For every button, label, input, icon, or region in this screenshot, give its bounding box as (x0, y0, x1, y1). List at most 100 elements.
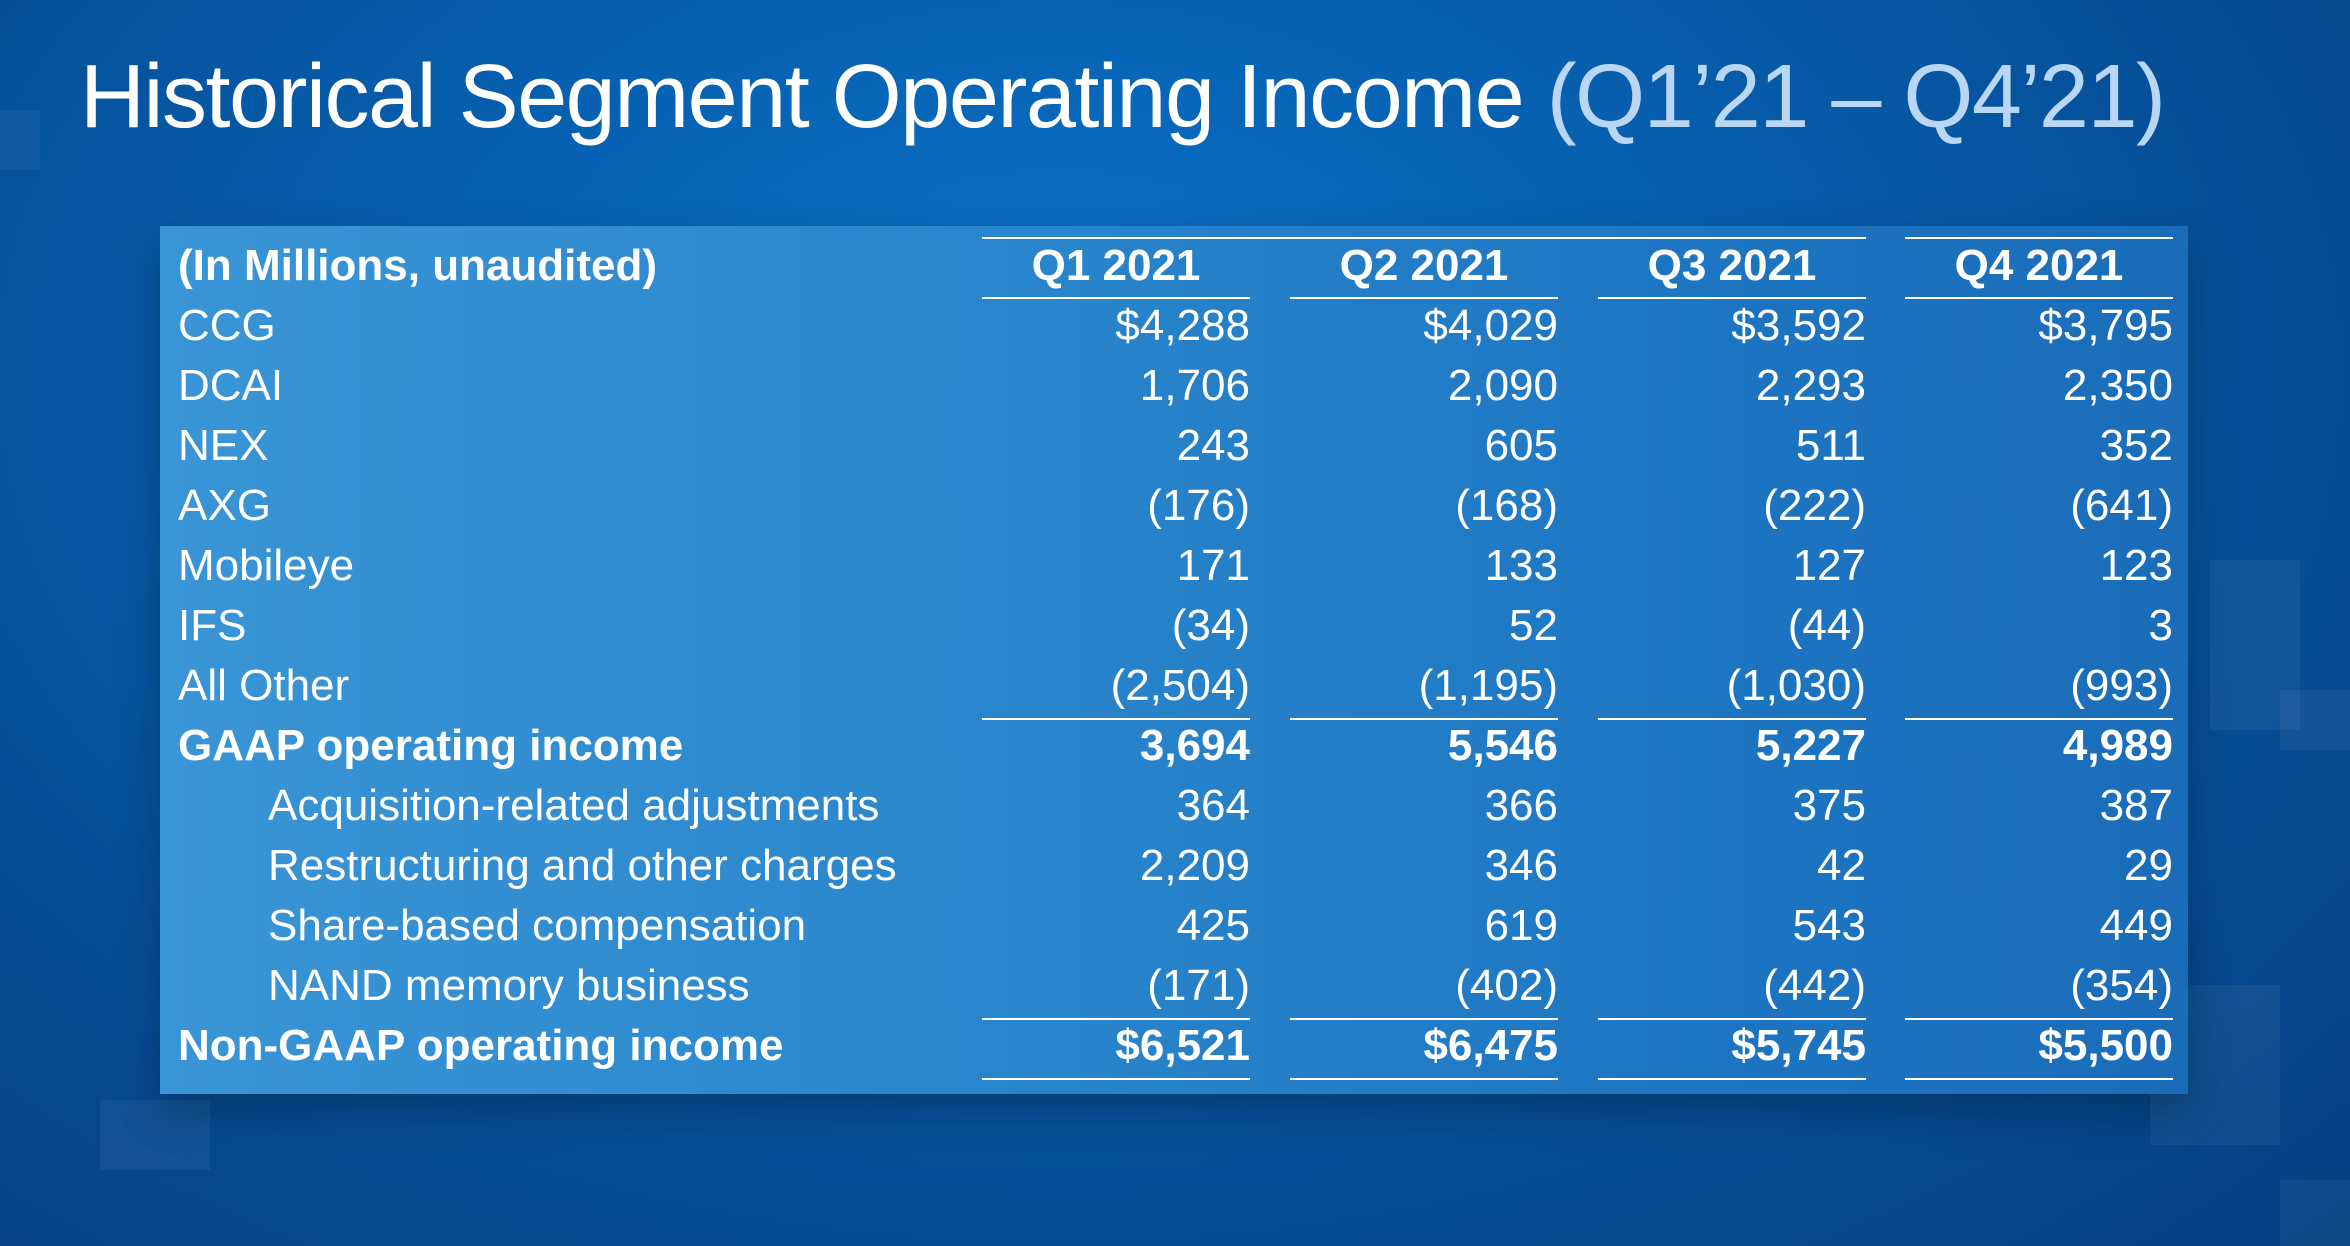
table-cell: (2,504) (1110, 661, 1250, 710)
table-cell: 352 (2099, 421, 2173, 470)
total-bottom-rule (982, 1078, 1250, 1080)
table-cell: 52 (1509, 601, 1558, 650)
table-cell: $4,029 (1423, 301, 1558, 350)
table-row-ccg: CCG $4,288 $4,029 $3,592 $3,795 (160, 296, 2188, 356)
decorative-square (0, 110, 40, 170)
header-bottom-rule (1905, 297, 2173, 299)
table-row-gaap-operating-income: GAAP operating income 3,694 5,546 5,227 … (160, 716, 2188, 776)
table-row-acquisition-adjustments: Acquisition-related adjustments 364 366 … (160, 776, 2188, 836)
table-cell: 3,694 (1139, 721, 1250, 770)
subtotal-rule (982, 718, 1250, 720)
title-main: Historical Segment Operating Income (80, 47, 1547, 147)
total-top-rule (1598, 1018, 1866, 1020)
table-cell: $3,592 (1731, 301, 1866, 350)
subtotal-rule (1598, 718, 1866, 720)
title-period: (Q1’21 – Q4’21) (1546, 47, 2166, 147)
header-bottom-rule (1598, 297, 1866, 299)
row-label: CCG (178, 301, 276, 350)
table-cell: $6,521 (1115, 1021, 1250, 1070)
table-cell: (1,030) (1726, 661, 1866, 710)
row-label: NAND memory business (268, 961, 750, 1010)
table-cell: 619 (1484, 901, 1558, 950)
table-cell: 42 (1817, 841, 1866, 890)
row-label: All Other (178, 661, 350, 710)
table-cell: 449 (2099, 901, 2173, 950)
table-cell: 511 (1795, 421, 1866, 470)
table-cell: 375 (1792, 781, 1866, 830)
table-cell: (222) (1763, 481, 1866, 530)
table-row-non-gaap-operating-income: Non-GAAP operating income $6,521 $6,475 … (160, 1016, 2188, 1076)
table-cell: 5,227 (1755, 721, 1866, 770)
decorative-square (2280, 1180, 2350, 1246)
table-row-axg: AXG (176) (168) (222) (641) (160, 476, 2188, 536)
row-label: GAAP operating income (178, 721, 684, 770)
table-cell: (171) (1147, 961, 1250, 1010)
decorative-square (2210, 560, 2300, 730)
total-top-rule (982, 1018, 1250, 1020)
header-bottom-rule (1290, 297, 1558, 299)
unit-label: (In Millions, unaudited) (178, 241, 658, 290)
header-top-rule (1905, 237, 2173, 239)
table-cell: 366 (1484, 781, 1558, 830)
table-row-nex: NEX 243 605 511 352 (160, 416, 2188, 476)
row-label: DCAI (178, 361, 284, 410)
table-cell: 5,546 (1447, 721, 1558, 770)
row-label: Mobileye (178, 541, 355, 590)
table-cell: 346 (1484, 841, 1558, 890)
table-row-ifs: IFS (34) 52 (44) 3 (160, 596, 2188, 656)
total-top-rule (1905, 1018, 2173, 1020)
table-cell: 29 (2124, 841, 2173, 890)
row-label: Restructuring and other charges (268, 841, 897, 890)
table-cell: 133 (1484, 541, 1558, 590)
total-bottom-rule (1290, 1078, 1558, 1080)
table-cell: (993) (2070, 661, 2173, 710)
subtotal-rule (1290, 718, 1558, 720)
total-bottom-rule (1598, 1078, 1866, 1080)
table-cell: 2,090 (1447, 361, 1558, 410)
table-cell: (176) (1147, 481, 1250, 530)
table-cell: 2,350 (2062, 361, 2173, 410)
table-cell: 3 (2148, 601, 2173, 650)
table-cell: (1,195) (1418, 661, 1558, 710)
row-label: AXG (178, 481, 271, 530)
table-cell: 243 (1176, 421, 1250, 470)
row-label: NEX (178, 421, 269, 470)
column-header-q2-2021: Q2 2021 (1339, 241, 1509, 290)
table-cell: 364 (1176, 781, 1250, 830)
total-top-rule (1290, 1018, 1558, 1020)
table-cell: (641) (2070, 481, 2173, 530)
column-header-q3-2021: Q3 2021 (1647, 241, 1817, 290)
table-cell: (44) (1787, 601, 1866, 650)
table-cell: (168) (1455, 481, 1558, 530)
segment-income-table: (In Millions, unaudited) Q1 2021 Q2 2021… (160, 226, 2188, 1094)
table-header-row: (In Millions, unaudited) Q1 2021 Q2 2021… (160, 236, 2188, 296)
table-cell: $5,745 (1731, 1021, 1866, 1070)
table-cell: 543 (1792, 901, 1866, 950)
table-cell: (354) (2070, 961, 2173, 1010)
page-title: Historical Segment Operating Income (Q1’… (80, 47, 2166, 147)
table-cell: 127 (1792, 541, 1866, 590)
table-cell: 171 (1176, 541, 1250, 590)
header-bottom-rule (982, 297, 1250, 299)
row-label: Non-GAAP operating income (178, 1021, 784, 1070)
table-cell: 4,989 (2062, 721, 2173, 770)
row-label: Share-based compensation (268, 901, 807, 950)
table-row-all-other: All Other (2,504) (1,195) (1,030) (993) (160, 656, 2188, 716)
table-cell: 2,209 (1139, 841, 1250, 890)
table-row-mobileye: Mobileye 171 133 127 123 (160, 536, 2188, 596)
table-row-nand-memory: NAND memory business (171) (402) (442) (… (160, 956, 2188, 1016)
table-cell: (402) (1455, 961, 1558, 1010)
subtotal-rule (1905, 718, 2173, 720)
table-cell: (34) (1171, 601, 1250, 650)
row-label: Acquisition-related adjustments (268, 781, 880, 830)
table-cell: $5,500 (2038, 1021, 2173, 1070)
column-header-q1-2021: Q1 2021 (1031, 241, 1201, 290)
table-cell: (442) (1763, 961, 1866, 1010)
decorative-square (100, 1100, 210, 1170)
table-cell: 2,293 (1755, 361, 1866, 410)
table-row-share-based-compensation: Share-based compensation 425 619 543 449 (160, 896, 2188, 956)
table-row-restructuring-charges: Restructuring and other charges 2,209 34… (160, 836, 2188, 896)
row-label: IFS (178, 601, 247, 650)
table-cell: 425 (1176, 901, 1250, 950)
table-cell: 123 (2099, 541, 2173, 590)
